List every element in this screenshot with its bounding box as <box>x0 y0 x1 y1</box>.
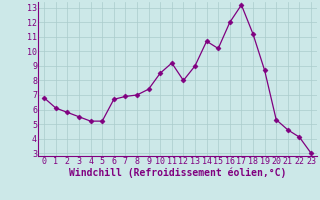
X-axis label: Windchill (Refroidissement éolien,°C): Windchill (Refroidissement éolien,°C) <box>69 168 286 178</box>
